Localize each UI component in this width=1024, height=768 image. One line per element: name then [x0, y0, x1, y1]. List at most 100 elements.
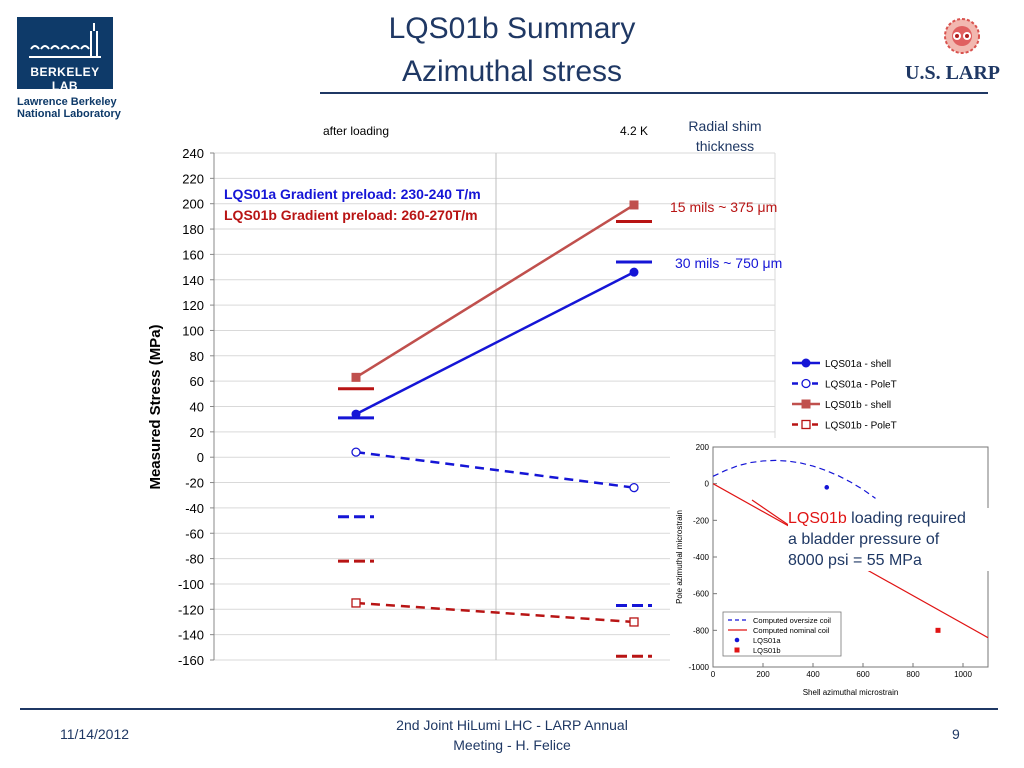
inset-y-tick-label: -200 [693, 516, 710, 525]
inset-legend-label: Computed oversize coil [753, 616, 831, 625]
series-line [355, 271, 635, 416]
data-point [629, 267, 639, 277]
footer-date: 11/14/2012 [60, 726, 130, 742]
inset-x-tick-label: 1000 [954, 670, 972, 679]
shim-title-line2: thickness [696, 138, 754, 154]
series-group [351, 267, 639, 419]
annotation-pointer [751, 499, 791, 527]
data-point [629, 617, 639, 627]
reference-bars [338, 219, 652, 658]
footer-meeting-line1: 2nd Joint HiLumi LHC - LARP Annual [396, 717, 628, 733]
y-tick-label: 200 [182, 197, 204, 212]
inset-legend-marker [734, 637, 740, 643]
y-tick-label: 160 [182, 247, 204, 262]
legend-marker [801, 419, 811, 430]
lab-name-line2: National Laboratory [17, 108, 121, 120]
y-tick-label: 60 [190, 374, 204, 389]
series-line [355, 450, 635, 489]
series-group [351, 200, 639, 382]
y-tick-label: -80 [185, 552, 204, 567]
inset-data-point [935, 627, 941, 633]
inset-y-tick-label: -1000 [689, 663, 710, 672]
inset-data-point [824, 485, 830, 490]
inset-x-tick-label: 400 [806, 670, 820, 679]
y-tick-label: 180 [182, 222, 204, 237]
inset-x-tick-label: 800 [906, 670, 920, 679]
footer-meeting: 2nd Joint HiLumi LHC - LARP Annual Meeti… [362, 715, 662, 755]
footer-meeting-line2: Meeting - H. Felice [453, 737, 571, 753]
legend-marker [801, 358, 811, 368]
chart-legend: LQS01a - shell LQS01a - PoleT LQS01b - she… [792, 358, 897, 432]
y-tick-label: 40 [190, 400, 204, 415]
inset-x-axis-label: Shell azimuthal microstrain [803, 688, 899, 697]
y-tick-label: 0 [197, 450, 204, 465]
legend-marker [801, 399, 811, 409]
y-tick-label: -20 [185, 476, 204, 491]
berkeley-lab-logo: BERKELEY LAB [17, 17, 113, 93]
y-tick-label: -60 [185, 526, 204, 541]
inset-legend-marker [734, 647, 740, 653]
footer-divider [20, 708, 998, 710]
y-tick-label: 100 [182, 323, 204, 338]
series-group [351, 447, 639, 493]
data-point [629, 482, 639, 493]
chart-grid [214, 152, 775, 661]
inset-x-tick-label: 200 [756, 670, 770, 679]
lab-name: Lawrence Berkeley National Laboratory [17, 96, 121, 120]
series-line [355, 601, 635, 624]
inset-x-tick-label: 0 [711, 670, 716, 679]
series-line [355, 203, 635, 379]
data-point [351, 598, 361, 608]
page-number: 9 [952, 726, 960, 742]
inset-legend-label: LQS01b [753, 646, 781, 655]
legend-label: LQS01b - shell [825, 400, 891, 411]
bladder-annotation-line1: LQS01b loading required [788, 508, 998, 529]
bladder-annotation-text: loading required [846, 510, 966, 527]
inset-y-tick-label: -600 [693, 590, 710, 599]
shim-annotation-b: 15 mils ~ 375 μm [670, 199, 777, 215]
azimuthal-stress-chart: 240220200180160140120100806040200-20-40-… [147, 118, 989, 697]
preload-annotation-b: LQS01b Gradient preload: 260-270T/m [224, 207, 478, 223]
y-tick-label: 120 [182, 298, 204, 313]
legend-marker [801, 378, 811, 389]
lab-name-line1: Lawrence Berkeley [17, 96, 117, 108]
data-point [351, 372, 361, 382]
preload-annotation-a: LQS01a Gradient preload: 230-240 T/m [224, 186, 481, 202]
x-category-label: after loading [323, 124, 389, 138]
y-tick-label: 80 [190, 349, 204, 364]
data-point [351, 447, 361, 457]
inset-y-tick-label: -400 [693, 553, 710, 562]
y-tick-label: -120 [178, 602, 204, 617]
inset-y-tick-label: 200 [696, 443, 710, 452]
y-tick-label: -40 [185, 501, 204, 516]
chart-series [351, 200, 639, 627]
inset-legend-label: Computed nominal coil [753, 626, 830, 635]
inset-series-line [713, 459, 876, 499]
lqs01b-highlight: LQS01b [788, 510, 847, 527]
y-tick-label: 20 [190, 425, 204, 440]
inset-legend-box [722, 611, 842, 657]
larp-emblem-icon [944, 18, 980, 54]
y-axis-label: Measured Stress (MPa) [147, 324, 164, 489]
larp-logo-text: U.S. LARP [905, 62, 1001, 84]
shim-annotation-a: 30 mils ~ 750 μm [675, 255, 782, 271]
y-tick-label: 240 [182, 146, 204, 161]
data-point [629, 200, 639, 210]
y-tick-labels: 240220200180160140120100806040200-20-40-… [178, 146, 204, 668]
x-category-label: 4.2 K [620, 124, 648, 138]
bladder-annotation-line3: 8000 psi = 55 MPa [788, 552, 922, 569]
y-tick-label: 140 [182, 273, 204, 288]
legend-label: LQS01a - shell [825, 359, 891, 370]
legend-label: LQS01a - PoleT [825, 380, 897, 391]
bladder-annotation: LQS01b loading required a bladder pressu… [788, 508, 998, 571]
data-point [351, 409, 361, 419]
inset-y-axis-label: Pole azimuthal microstrain [675, 510, 684, 604]
series-group [351, 598, 639, 627]
title-divider [320, 92, 988, 94]
logo-text: BERKELEY LAB [30, 65, 100, 93]
shim-title-line1: Radial shim [688, 118, 761, 134]
page-title: LQS01b Summary [388, 12, 636, 45]
page-subtitle: Azimuthal stress [401, 55, 623, 88]
inset-x-tick-label: 600 [856, 670, 870, 679]
